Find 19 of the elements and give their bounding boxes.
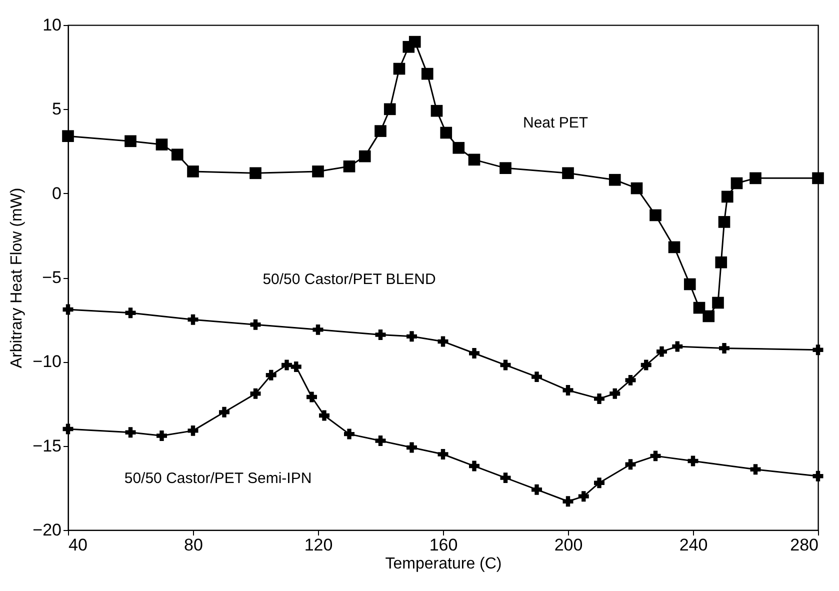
text: Neat PET — [522, 114, 588, 132]
y-tick-label: 0 — [52, 184, 62, 203]
y-tick-label: −20 — [32, 520, 62, 540]
text: 50/50 Castor/PET BLEND — [262, 271, 436, 288]
y-tick-label: −10 — [32, 352, 62, 372]
text: 50/50 Castor/PET Semi-IPN — [124, 470, 312, 487]
x-tick-label: 80 — [184, 536, 203, 554]
x-tick-label: 160 — [429, 536, 458, 554]
y-tick-label: −5 — [42, 268, 62, 287]
x-tick-label: 280 — [790, 536, 818, 554]
x-tick-label: 200 — [554, 536, 583, 554]
x-tick-label: 120 — [304, 536, 333, 554]
y-tick-label: 5 — [52, 100, 62, 119]
y-tick-label: 10 — [42, 16, 62, 34]
x-tick-label: 40 — [68, 536, 88, 554]
x-axis-title: Temperature (C) — [385, 556, 502, 572]
x-tick-label: 240 — [679, 536, 708, 554]
y-axis-title: Arbitrary Heat Flow (mW) — [8, 188, 26, 368]
y-tick-label: −15 — [32, 436, 62, 456]
